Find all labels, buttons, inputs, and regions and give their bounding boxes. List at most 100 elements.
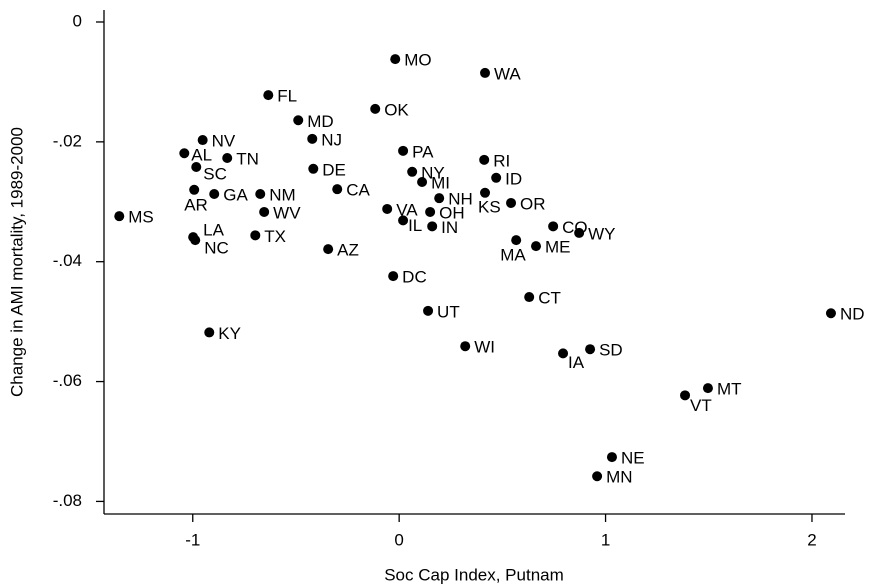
- point-label: TX: [264, 227, 286, 246]
- point-label: MD: [307, 112, 333, 131]
- point: [179, 148, 190, 159]
- point: [425, 206, 436, 217]
- point-label: MN: [606, 468, 632, 487]
- x-tick-label: 2: [807, 530, 816, 549]
- point-label: WA: [494, 64, 521, 83]
- point: [259, 206, 270, 217]
- point: [250, 230, 261, 241]
- point: [427, 221, 438, 232]
- point-label: SC: [203, 164, 227, 183]
- point: [222, 153, 233, 164]
- point: [332, 184, 343, 195]
- point-label: UT: [437, 302, 460, 321]
- point-label: VT: [690, 396, 712, 415]
- point: [189, 184, 200, 195]
- point-label: DE: [322, 160, 346, 179]
- point: [680, 390, 691, 401]
- point: [407, 166, 418, 177]
- y-tick-label: -.06: [53, 371, 82, 390]
- point-label: NE: [621, 449, 645, 468]
- point: [585, 344, 596, 355]
- point: [307, 133, 318, 144]
- point: [204, 327, 215, 338]
- point: [263, 90, 274, 101]
- point: [190, 235, 201, 246]
- point-label: OR: [520, 194, 546, 213]
- point: [323, 244, 334, 255]
- point: [460, 341, 471, 352]
- point: [382, 203, 393, 214]
- y-tick-label: -.04: [53, 251, 82, 270]
- point: [558, 348, 569, 359]
- point-label: AL: [191, 146, 212, 165]
- point: [592, 471, 603, 482]
- point-label: DC: [402, 268, 427, 287]
- x-tick-label: -1: [185, 530, 200, 549]
- point: [825, 308, 836, 319]
- point: [423, 305, 434, 316]
- point: [308, 163, 319, 174]
- point: [511, 235, 522, 246]
- point-label: IL: [408, 216, 422, 235]
- point-label: WI: [474, 338, 495, 357]
- point-label: PA: [412, 142, 434, 161]
- y-tick-label: 0: [73, 11, 82, 30]
- point: [388, 271, 399, 282]
- point-label: SD: [599, 341, 623, 360]
- point-label: NJ: [321, 130, 342, 149]
- point: [480, 67, 491, 78]
- point-label: VA: [396, 200, 418, 219]
- y-tick-label: -.08: [53, 491, 82, 510]
- x-axis-title: Soc Cap Index, Putnam: [384, 565, 564, 584]
- point-label: NV: [212, 132, 236, 151]
- point-label: LA: [203, 221, 224, 240]
- point-label: WY: [588, 224, 615, 243]
- point-label: KS: [478, 197, 501, 216]
- point-label: WV: [273, 203, 301, 222]
- point: [398, 145, 409, 156]
- point-label: OK: [384, 100, 409, 119]
- point: [479, 154, 490, 165]
- point-label: GA: [223, 185, 248, 204]
- point-label: IN: [441, 218, 458, 237]
- point: [197, 135, 208, 146]
- y-axis-title: Change in AMI mortality, 1989-2000: [7, 127, 26, 397]
- point: [293, 115, 304, 126]
- point-label: IA: [568, 353, 585, 372]
- point: [417, 176, 428, 187]
- point-label: MA: [500, 246, 526, 265]
- point: [524, 292, 535, 303]
- point: [390, 54, 401, 65]
- point-label: FL: [277, 87, 297, 106]
- point-label: NM: [269, 185, 295, 204]
- point-label: MT: [717, 380, 742, 399]
- point: [574, 227, 585, 238]
- point-label: AZ: [337, 241, 359, 260]
- point: [506, 197, 517, 208]
- point: [491, 172, 502, 183]
- point-label: OH: [439, 203, 465, 222]
- point-label: NC: [204, 239, 229, 258]
- point: [209, 188, 220, 199]
- point-label: AR: [184, 195, 208, 214]
- point: [434, 193, 445, 204]
- point-label: ME: [545, 238, 571, 257]
- point: [531, 241, 542, 252]
- point-label: NH: [448, 190, 473, 209]
- y-tick-label: -.02: [53, 131, 82, 150]
- point: [114, 211, 125, 222]
- point: [398, 215, 409, 226]
- point-label: ID: [505, 169, 522, 188]
- point: [255, 188, 266, 199]
- point-label: MI: [431, 173, 450, 192]
- point: [702, 383, 713, 394]
- point-label: TN: [236, 150, 259, 169]
- point-label: CA: [346, 181, 370, 200]
- point-label: MS: [128, 208, 154, 227]
- point: [370, 103, 381, 114]
- point-label: MO: [404, 51, 431, 70]
- x-tick-label: 1: [601, 530, 610, 549]
- point: [480, 187, 491, 198]
- point-label: CT: [538, 289, 561, 308]
